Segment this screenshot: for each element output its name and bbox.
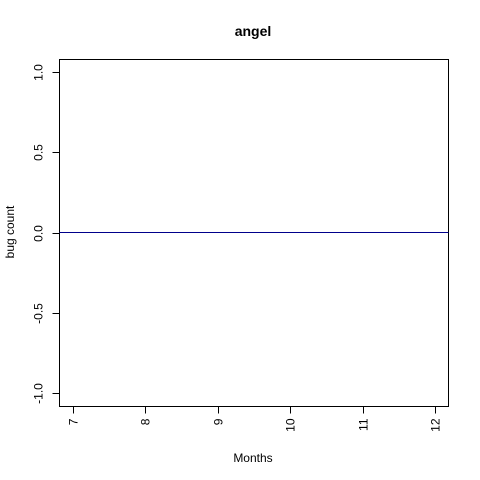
y-tick-label: -0.5 [32, 303, 46, 324]
x-axis-label: Months [233, 451, 272, 465]
x-tick-label: 8 [139, 418, 153, 425]
y-tick-label: -1.0 [32, 383, 46, 404]
x-tick-label: 10 [284, 418, 298, 432]
y-axis: -1.0 -0.5 0.0 0.5 1.0 [32, 64, 60, 404]
x-tick-label: 7 [67, 418, 81, 425]
x-tick-label: 9 [212, 418, 226, 425]
x-tick-label: 11 [357, 418, 371, 431]
x-tick-label: 12 [429, 418, 443, 432]
x-axis: 7 8 9 10 11 12 [67, 406, 443, 432]
y-tick-label: 0.5 [32, 144, 46, 161]
y-axis-label: bug count [3, 205, 17, 258]
y-tick-label: 0.0 [32, 225, 46, 242]
chart-title: angel [235, 23, 272, 39]
y-tick-label: 1.0 [32, 64, 46, 81]
